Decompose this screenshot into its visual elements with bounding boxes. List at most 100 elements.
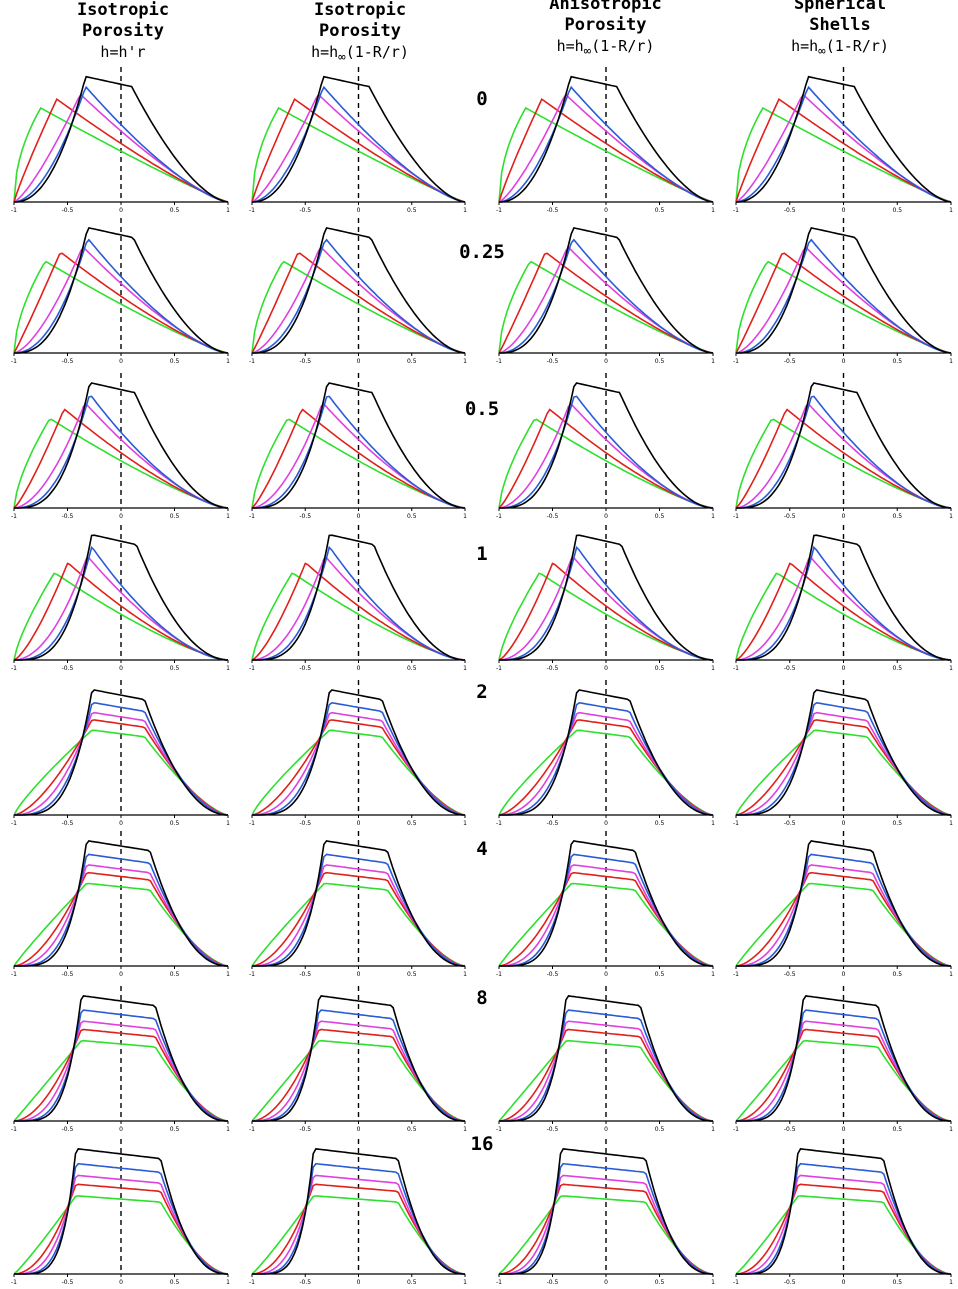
x-tick-label: -0.5 xyxy=(547,1279,559,1286)
series-line-black xyxy=(252,995,466,1122)
panel-3-1: -1 -0.5 0 0.5 1 xyxy=(496,67,715,214)
panel-3-2: -1 -0.5 0 0.5 1 xyxy=(496,218,715,365)
series-line-blue xyxy=(14,545,229,661)
series-line-blue xyxy=(736,545,952,661)
x-tick-label: -0.5 xyxy=(547,971,559,978)
x-tick-label: 0.5 xyxy=(892,1279,902,1286)
series-line-black xyxy=(736,382,952,509)
series-line-blue xyxy=(14,701,229,816)
x-tick-label: 1 xyxy=(226,820,230,827)
series-line-blue xyxy=(499,1162,714,1275)
row-label-2: 0.5 xyxy=(464,398,500,420)
x-tick-label: 0 xyxy=(119,358,123,365)
x-tick-label: -1 xyxy=(249,820,255,827)
x-tick-label: -1 xyxy=(11,665,17,672)
x-tick-label: 0 xyxy=(842,513,846,520)
series-line-black xyxy=(13,75,229,203)
x-tick-label: 1 xyxy=(949,1126,953,1133)
x-tick-label: -1 xyxy=(496,207,502,214)
series-line-black xyxy=(499,1148,713,1275)
x-tick-label: 0.5 xyxy=(170,665,180,672)
x-tick-label: -0.5 xyxy=(784,513,796,520)
x-tick-label: -1 xyxy=(496,1279,502,1286)
series-line-black xyxy=(499,995,714,1122)
x-tick-label: 0 xyxy=(357,971,361,978)
panel-2-5: -1 -0.5 0 0.5 1 xyxy=(249,680,467,827)
x-tick-label: 0.5 xyxy=(170,1126,180,1133)
series-line-blue xyxy=(498,238,714,354)
series-line-black xyxy=(14,226,229,354)
series-line-black xyxy=(499,534,714,661)
x-tick-label: 0 xyxy=(604,358,608,365)
x-tick-label: 1 xyxy=(463,513,467,520)
series-line-black xyxy=(499,382,714,509)
series-line-black xyxy=(252,1148,465,1275)
x-tick-label: 0 xyxy=(119,1126,123,1133)
x-tick-label: -0.5 xyxy=(784,665,796,672)
x-tick-label: 0.5 xyxy=(170,971,180,978)
series-line-black xyxy=(252,840,466,967)
x-tick-label: 1 xyxy=(226,513,230,520)
series-line-black xyxy=(251,75,466,203)
series-line-blue xyxy=(14,395,229,509)
series-line-black xyxy=(14,689,229,816)
column-header-1: Isotropic Porosity h=h'r xyxy=(8,0,238,67)
series-line-blue xyxy=(736,395,952,509)
column-formula: h=h∞(1-R/r) xyxy=(311,43,409,64)
x-tick-label: 1 xyxy=(463,665,467,672)
x-tick-label: 0 xyxy=(357,207,361,214)
series-line-black xyxy=(499,226,714,354)
x-tick-label: -0.5 xyxy=(784,820,796,827)
series-line-black xyxy=(498,75,714,203)
row-label-4: 2 xyxy=(476,681,488,703)
x-tick-label: -1 xyxy=(11,820,17,827)
x-tick-label: 0.5 xyxy=(655,207,665,214)
x-tick-label: 0.5 xyxy=(170,358,180,365)
column-formula: h=h∞(1-R/r) xyxy=(556,37,655,58)
series-line-blue xyxy=(499,1009,714,1122)
panel-3-7: -1 -0.5 0 0.5 1 xyxy=(496,986,715,1133)
x-tick-label: 0 xyxy=(119,971,123,978)
x-tick-label: -1 xyxy=(733,1279,739,1286)
series-line-black xyxy=(14,534,229,661)
series-line-blue xyxy=(499,853,714,967)
series-line-green xyxy=(498,1195,714,1275)
x-tick-label: 1 xyxy=(711,1126,715,1133)
x-tick-label: 0.5 xyxy=(407,1126,417,1133)
x-tick-label: 1 xyxy=(949,820,953,827)
x-tick-label: 1 xyxy=(711,1279,715,1286)
series-line-blue xyxy=(498,85,714,203)
x-tick-label: -0.5 xyxy=(299,358,311,365)
panel-4-1: -1 -0.5 0 0.5 1 xyxy=(733,67,953,214)
panel-3-6: -1 -0.5 0 0.5 1 xyxy=(496,831,715,978)
x-tick-label: 0 xyxy=(357,358,361,365)
series-line-black xyxy=(735,75,952,203)
series-line-blue xyxy=(13,85,229,203)
series-line-blue xyxy=(736,701,952,816)
x-tick-label: 0.5 xyxy=(892,513,902,520)
x-tick-label: 0 xyxy=(842,207,846,214)
x-tick-label: -1 xyxy=(11,1279,17,1286)
x-tick-label: -1 xyxy=(733,971,739,978)
x-tick-label: -0.5 xyxy=(299,207,311,214)
x-tick-label: 1 xyxy=(463,207,467,214)
x-tick-label: 0.5 xyxy=(655,513,665,520)
x-tick-label: -0.5 xyxy=(299,1126,311,1133)
series-line-blue xyxy=(252,545,466,661)
x-tick-label: 0 xyxy=(119,513,123,520)
x-tick-label: -0.5 xyxy=(784,207,796,214)
x-tick-label: -1 xyxy=(496,665,502,672)
x-tick-label: -0.5 xyxy=(62,820,74,827)
series-line-blue xyxy=(499,545,714,661)
x-tick-label: 1 xyxy=(949,665,953,672)
x-tick-label: 0 xyxy=(842,1126,846,1133)
x-tick-label: -1 xyxy=(733,820,739,827)
x-tick-label: 0.5 xyxy=(892,207,902,214)
x-tick-label: 0 xyxy=(842,665,846,672)
x-tick-label: -1 xyxy=(496,513,502,520)
x-tick-label: 1 xyxy=(711,358,715,365)
x-tick-label: 1 xyxy=(949,513,953,520)
x-tick-label: 1 xyxy=(226,1126,230,1133)
x-tick-label: 0 xyxy=(604,1279,608,1286)
